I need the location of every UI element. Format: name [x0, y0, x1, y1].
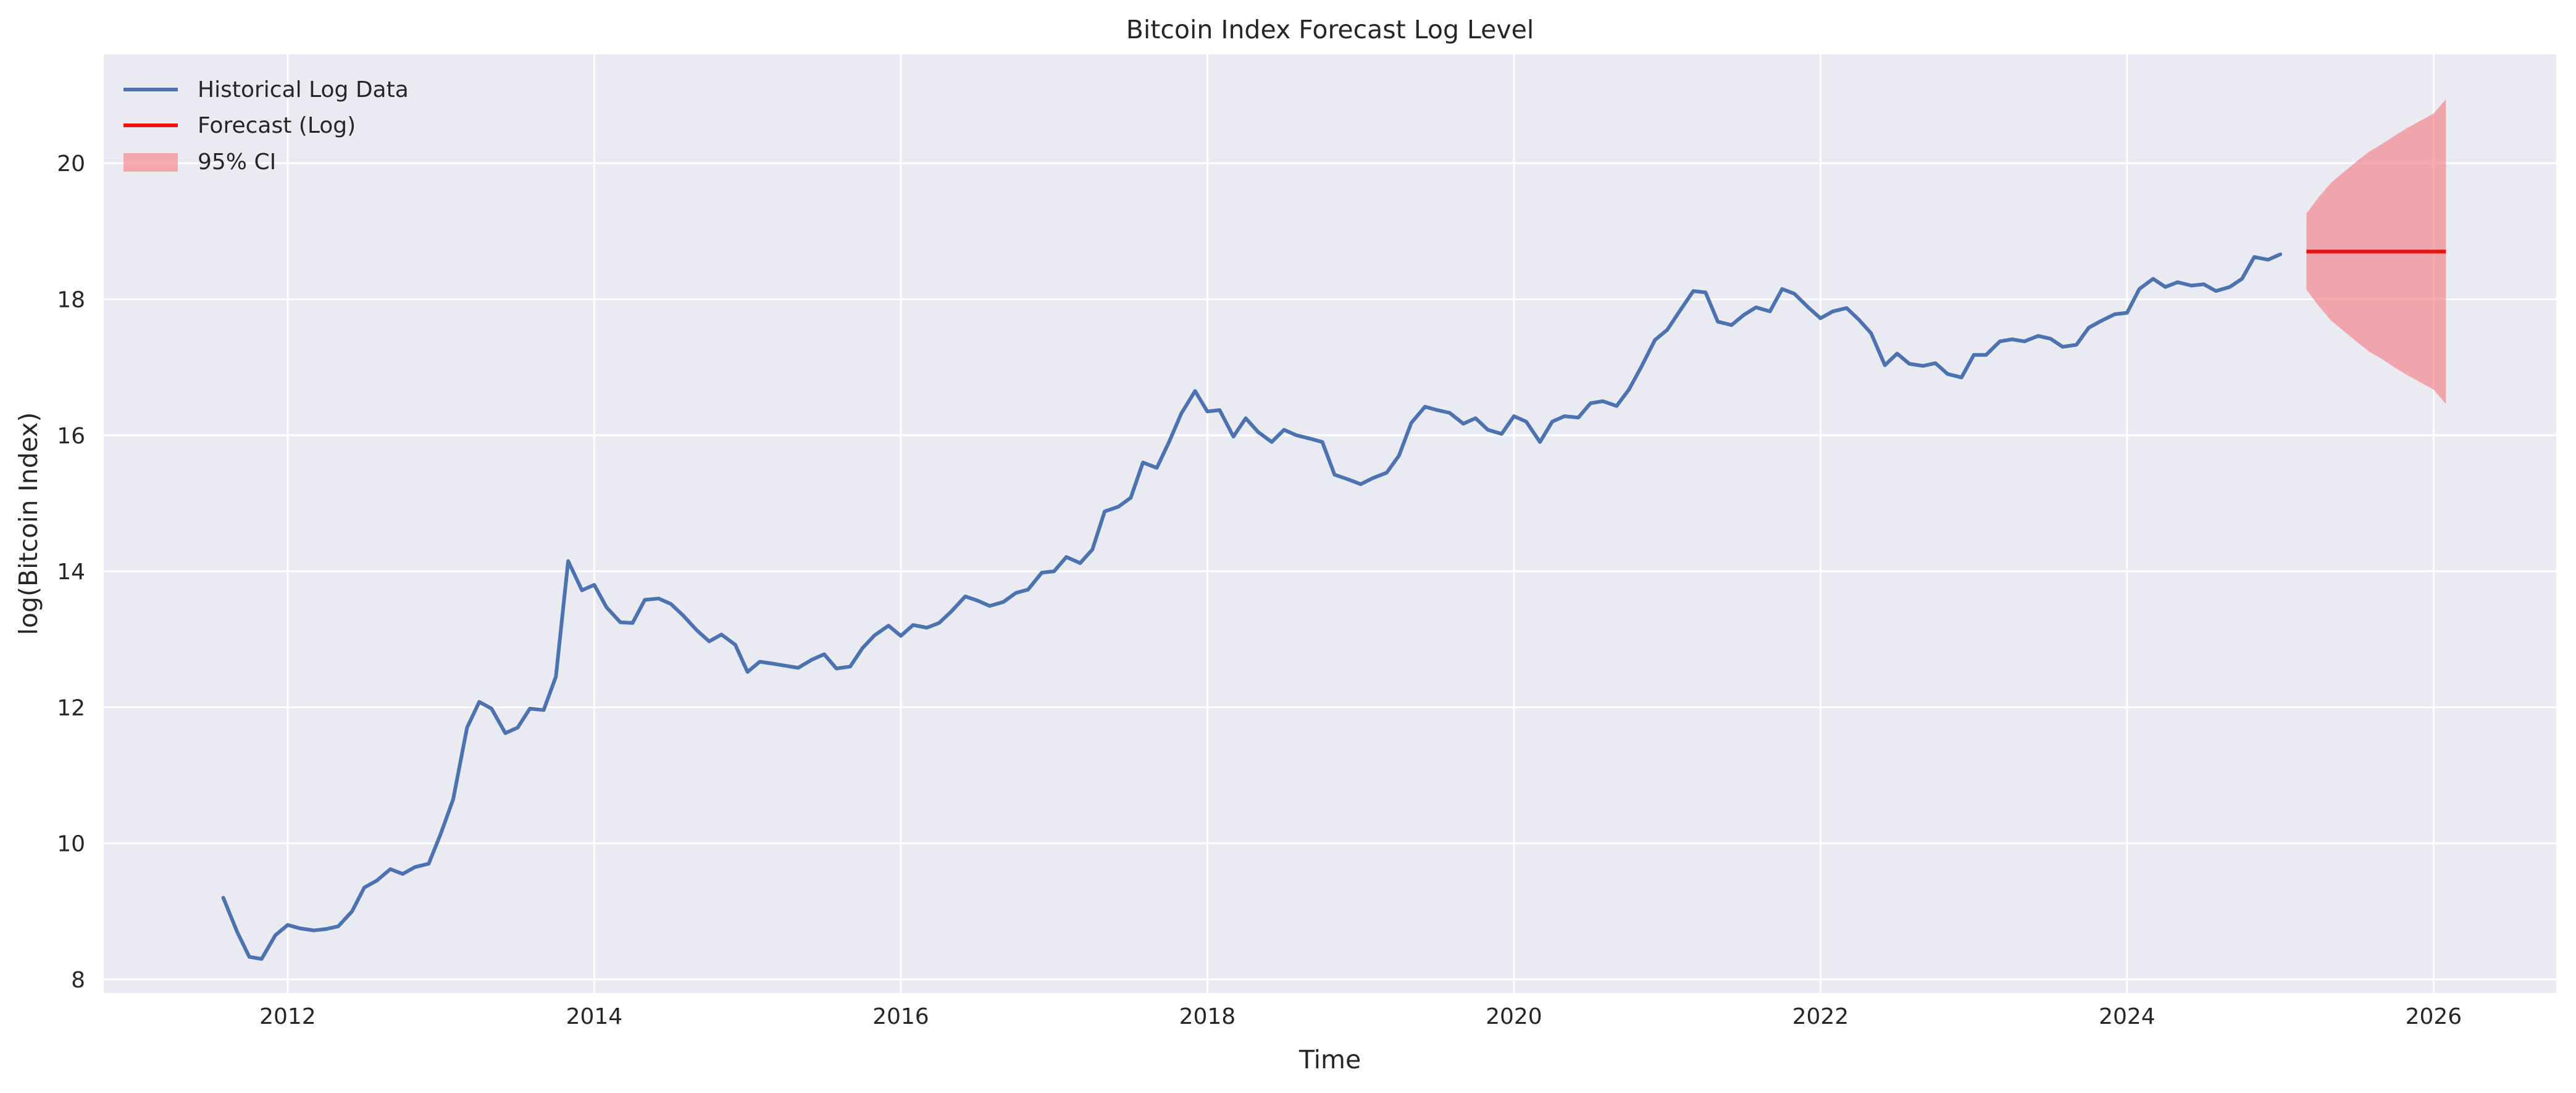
- x-tick-label: 2020: [1486, 1004, 1542, 1029]
- x-tick-label: 2018: [1179, 1004, 1236, 1029]
- y-axis-label: log(Bitcoin Index): [14, 412, 43, 635]
- legend-label-forecast: Forecast (Log): [198, 113, 356, 138]
- x-tick-label: 2026: [2406, 1004, 2462, 1029]
- legend: Historical Log Data Forecast (Log) 95% C…: [123, 77, 409, 175]
- legend-label-ci: 95% CI: [198, 149, 276, 175]
- tick-labels: 2012 2014 2016 2018 2020 2022 2024 202681012141…: [57, 151, 2462, 1029]
- x-axis-label: Time: [1298, 1045, 1361, 1074]
- plot-area: [104, 54, 2556, 993]
- y-tick-label: 12: [57, 695, 85, 721]
- x-tick-label: 2014: [566, 1004, 623, 1029]
- y-tick-label: 20: [57, 151, 85, 177]
- y-tick-label: 10: [57, 832, 85, 857]
- x-tick-label: 2016: [872, 1004, 929, 1029]
- y-tick-label: 16: [57, 424, 85, 449]
- series-lines: [221, 249, 2446, 961]
- x-tick-label: 2024: [2099, 1004, 2156, 1029]
- y-tick-label: 14: [57, 559, 85, 585]
- y-tick-label: 8: [71, 968, 85, 993]
- y-tick-label: 18: [57, 288, 85, 313]
- historical-log-line: [221, 252, 2283, 961]
- x-tick-label: 2012: [259, 1004, 316, 1029]
- chart-title: Bitcoin Index Forecast Log Level: [1126, 15, 1534, 44]
- legend-label-historical: Historical Log Data: [198, 77, 409, 103]
- legend-swatch-ci: [123, 153, 178, 172]
- x-tick-label: 2022: [1792, 1004, 1849, 1029]
